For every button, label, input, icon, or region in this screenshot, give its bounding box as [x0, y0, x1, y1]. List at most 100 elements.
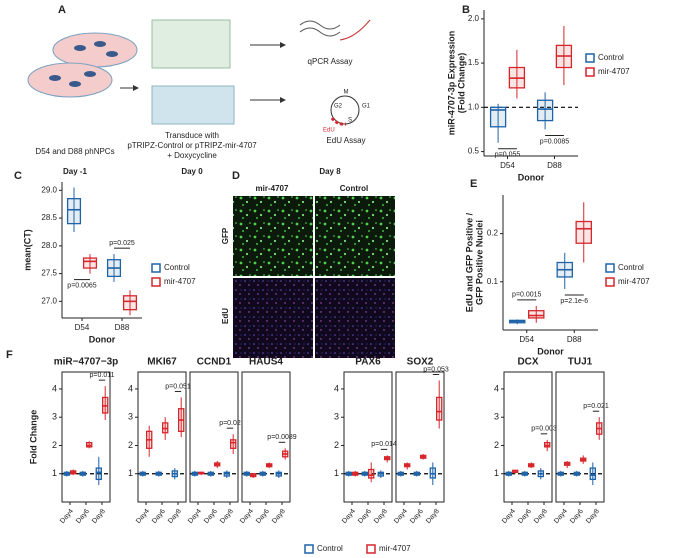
y-tick-label: 0.5 [468, 147, 480, 156]
x-tick-label: Day8 [271, 508, 287, 525]
y-tick-label: 4 [52, 383, 57, 393]
y-tick-label: 29.0 [41, 185, 57, 194]
row-label: GFP [221, 227, 230, 244]
day-label: Day -1 [63, 167, 88, 176]
legend-label: mir-4707 [379, 544, 411, 553]
x-tick-label: Day4 [393, 508, 409, 525]
chart-title: SOX2 [407, 357, 434, 368]
x-tick-label: Day8 [425, 508, 441, 525]
y-axis-title: (Fold Change) [456, 53, 466, 114]
chart-title: PAX6 [355, 357, 381, 368]
y-tick-label: 2.0 [468, 14, 480, 23]
plot-frame [61, 371, 111, 503]
cycle-icon [330, 117, 347, 126]
y-tick-label: 1 [494, 468, 499, 478]
y-axis-title: mean(CT) [22, 229, 32, 271]
box [66, 198, 82, 225]
y-axis-title: EdU and GFP Positive / [464, 212, 474, 312]
legend-label: Control [598, 53, 624, 62]
plot-frame [395, 371, 445, 503]
x-tick-label: Day6 [409, 508, 425, 525]
chart-title: MKI67 [147, 357, 177, 368]
cells [49, 41, 118, 87]
annotation: p=0.0065 [67, 282, 96, 289]
plate [151, 19, 231, 69]
cycle-label: M [344, 90, 349, 96]
legend-label: mir-4707 [164, 277, 196, 286]
annotation: p=0.014 [371, 441, 397, 448]
x-tick-label: Day4 [187, 508, 203, 525]
annotation: p=0.02 [219, 420, 241, 427]
x-axis-title: Donor [518, 172, 545, 182]
y-tick-label: 1 [52, 468, 57, 478]
annotation: p=2.1e-6 [560, 298, 588, 305]
image [315, 196, 395, 276]
annotation: p=0.055 [495, 152, 521, 159]
y-tick-label: 2 [494, 440, 499, 450]
y-tick-label: 4 [494, 383, 499, 393]
x-tick-label: Day4 [239, 508, 255, 525]
panel-label: F [6, 349, 13, 361]
box [536, 99, 554, 122]
plot-frame [189, 371, 239, 503]
panel-label: B [462, 4, 470, 16]
box [489, 106, 507, 128]
cycle-icon [330, 95, 360, 125]
legend-swatch [151, 277, 161, 287]
chart-title: CCND1 [197, 357, 232, 368]
y-tick-label: 1 [334, 468, 339, 478]
x-tick-label: Day8 [91, 508, 107, 525]
annotation: p=0.011 [90, 372, 115, 379]
chart-title: miR−4707−3p [54, 357, 119, 368]
cycle-label: EdU [323, 128, 335, 134]
panel-label: D [232, 170, 240, 182]
y-tick-label: 0.2 [487, 229, 499, 238]
panel-label: E [470, 178, 477, 190]
cycle-label: S [348, 118, 352, 124]
x-tick-label: Day6 [75, 508, 91, 525]
assay-label: EdU Assay [326, 136, 365, 145]
legend-swatch [605, 277, 615, 287]
y-tick-label: 2 [334, 440, 339, 450]
x-tick-label: Day6 [255, 508, 271, 525]
legend-label: Control [618, 263, 644, 272]
image [233, 278, 313, 358]
box [589, 467, 597, 481]
x-tick-label: D88 [547, 161, 562, 170]
panel-label: A [58, 4, 66, 16]
day-label: Day 0 [181, 167, 203, 176]
x-tick-label: Day4 [341, 508, 357, 525]
column-label: Control [340, 184, 368, 193]
y-tick-label: 28.0 [41, 241, 57, 250]
x-tick-label: Day6 [357, 508, 373, 525]
dish [52, 32, 138, 68]
y-tick-label: 27.5 [41, 269, 57, 278]
y-tick-label: 2 [128, 440, 133, 450]
annotation: p=0.0089 [267, 434, 296, 441]
box [82, 257, 98, 269]
box [367, 468, 375, 479]
y-tick-label: 4 [334, 383, 339, 393]
box [122, 295, 138, 311]
y-tick-label: 28.5 [41, 213, 57, 222]
legend-swatch [585, 67, 595, 77]
annotation: p=0.053 [423, 366, 449, 373]
x-tick-label: D54 [519, 335, 534, 344]
y-tick-label: 0.1 [487, 277, 499, 286]
y-tick-label: 1.0 [468, 102, 480, 111]
x-axis-title: Donor [89, 334, 116, 344]
transduce-label: Transduce with [165, 131, 219, 140]
x-tick-label: Day8 [533, 508, 549, 525]
y-tick-label: 1 [128, 468, 133, 478]
legend-label: mir-4707 [618, 277, 650, 286]
annotation: p=0.0085 [540, 138, 569, 145]
x-tick-label: Day6 [203, 508, 219, 525]
dish [27, 62, 113, 98]
legend-label: Control [164, 263, 190, 272]
box [575, 220, 593, 244]
y-axis-title: Fold Change [28, 410, 38, 465]
column-label: mir-4707 [256, 184, 289, 193]
box [528, 310, 545, 319]
qpcr-icon [299, 20, 341, 37]
